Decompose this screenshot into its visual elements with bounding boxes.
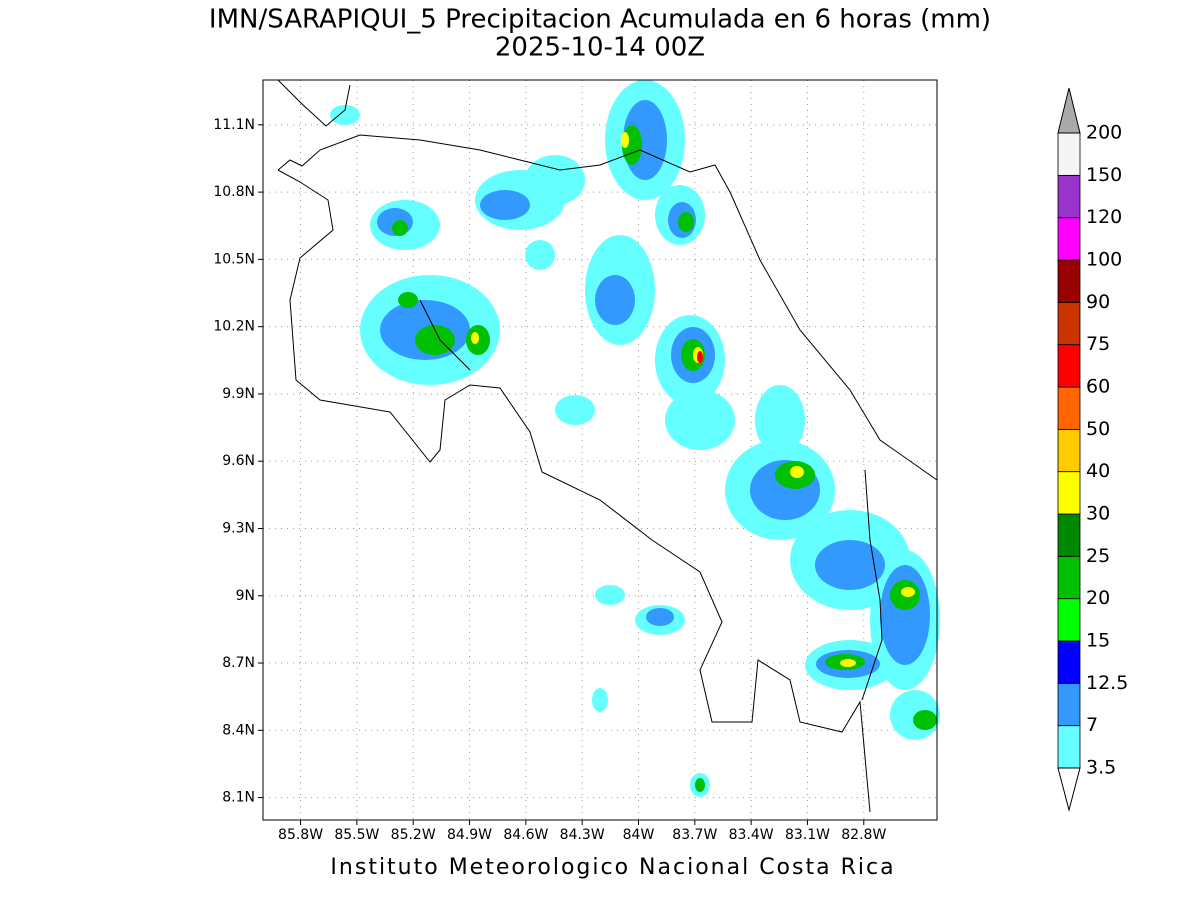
- colorbar-segment: [1057, 301, 1081, 346]
- x-tick-label: 83.1W: [785, 827, 830, 843]
- colorbar-label: 30: [1086, 503, 1110, 525]
- colorbar-segment: [1057, 259, 1081, 303]
- axis-ticks: 85.8W 85.5W 85.2W 84.9W 84.6W 84.3W 84W 83.7W 83…: [213, 117, 886, 843]
- colorbar-segment: [1057, 640, 1081, 684]
- subtitle: 2025-10-14 00Z: [495, 33, 705, 63]
- x-tick-label: 85.2W: [391, 827, 436, 843]
- colorbar-label: 120: [1086, 206, 1122, 228]
- colorbar-segment: [1057, 682, 1081, 727]
- colorbar-segment: [1057, 725, 1081, 769]
- y-tick-label: 9.6N: [222, 453, 255, 469]
- x-tick-label: 84.3W: [560, 827, 605, 843]
- colorbar-segment: [1057, 598, 1081, 642]
- x-tick-label: 84.9W: [447, 827, 492, 843]
- colorbar-segment: [1057, 428, 1081, 473]
- colorbar-segment: [1057, 513, 1081, 557]
- x-tick-label: 83.4W: [729, 827, 774, 843]
- colorbar-segment: [1057, 174, 1081, 219]
- y-tick-label: 10.5N: [213, 251, 255, 267]
- y-tick-label: 8.1N: [222, 790, 255, 806]
- x-tick-label: 85.8W: [278, 827, 323, 843]
- y-tick-label: 11.1N: [213, 117, 255, 133]
- precipitation-field: [330, 80, 940, 797]
- colorbar-segment: [1057, 471, 1081, 515]
- y-tick-label: 10.2N: [213, 319, 255, 335]
- colorbar-under: [1057, 767, 1081, 812]
- colorbar-label: 25: [1086, 545, 1110, 567]
- colorbar-label: 200: [1086, 122, 1122, 144]
- colorbar-label: 60: [1086, 376, 1110, 398]
- colorbar-label: 75: [1086, 333, 1110, 355]
- x-tick-label: 84.6W: [503, 827, 548, 843]
- colorbar-label: 50: [1086, 418, 1110, 440]
- colorbar-label: 20: [1086, 587, 1110, 609]
- colorbar: 3.5 7 12.5 15 20 25 30 40 50 60 75 90 100 120 150 200: [1057, 87, 1128, 812]
- colorbar-label: 12.5: [1086, 672, 1128, 694]
- colorbar-segment: [1057, 555, 1081, 600]
- y-tick-label: 10.8N: [213, 184, 255, 200]
- colorbar-label: 3.5: [1086, 757, 1116, 779]
- x-tick-label: 85.5W: [334, 827, 379, 843]
- colorbar-label: 100: [1086, 249, 1122, 271]
- y-tick-label: 8.4N: [222, 722, 255, 738]
- colorbar-segment: [1057, 132, 1081, 176]
- colorbar-segment: [1057, 386, 1081, 430]
- colorbar-label: 15: [1086, 630, 1110, 652]
- coastline: [277, 79, 938, 813]
- y-tick-label: 9N: [236, 588, 255, 604]
- colorbar-segment: [1057, 344, 1081, 388]
- colorbar-over: [1057, 87, 1081, 134]
- colorbar-label: 40: [1086, 460, 1110, 482]
- y-tick-label: 9.9N: [222, 386, 255, 402]
- map-frame: [262, 79, 938, 821]
- x-tick-label: 82.8W: [841, 827, 886, 843]
- x-tick-label: 84W: [623, 827, 655, 843]
- x-tick-label: 83.7W: [672, 827, 717, 843]
- colorbar-label: 150: [1086, 164, 1122, 186]
- title: IMN/SARAPIQUI_5 Precipitacion Acumulada …: [209, 5, 991, 35]
- colorbar-label: 90: [1086, 291, 1110, 313]
- colorbar-segment: [1057, 217, 1081, 261]
- y-tick-label: 8.7N: [222, 655, 255, 671]
- colorbar-label: 7: [1086, 714, 1098, 736]
- footer: Instituto Meteorologico Nacional Costa R…: [330, 855, 895, 880]
- y-tick-label: 9.3N: [222, 520, 255, 536]
